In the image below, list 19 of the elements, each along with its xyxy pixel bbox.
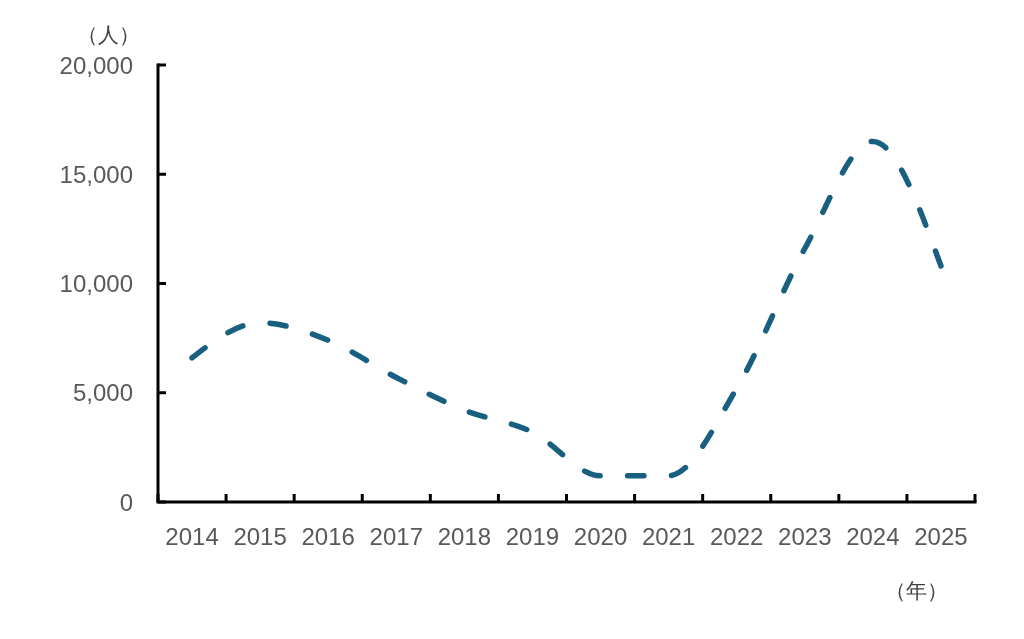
x-tick-label: 2015 — [233, 522, 287, 550]
y-tick-label: 0 — [119, 488, 133, 516]
x-tick-label: 2014 — [165, 522, 219, 550]
y-tick-label: 15,000 — [59, 160, 133, 188]
x-tick-label: 2016 — [301, 522, 355, 550]
x-tick-label: 2022 — [710, 522, 764, 550]
y-tick-label: 20,000 — [59, 51, 133, 79]
y-tick-label: 10,000 — [59, 270, 133, 297]
x-tick-label: 2018 — [437, 522, 492, 550]
x-axis-title: （年） — [884, 578, 948, 602]
x-tick-label: 2023 — [778, 522, 832, 550]
y-tick-label: 5,000 — [72, 379, 133, 407]
x-tick-label: 2021 — [641, 522, 696, 550]
x-tick-label: 2019 — [505, 522, 560, 550]
x-tick-label: 2025 — [914, 522, 968, 550]
x-tick-label: 2020 — [573, 522, 628, 550]
x-tick-label: 2024 — [846, 522, 900, 550]
x-tick-label: 2017 — [369, 522, 423, 550]
y-axis-title: （人） — [76, 22, 140, 46]
